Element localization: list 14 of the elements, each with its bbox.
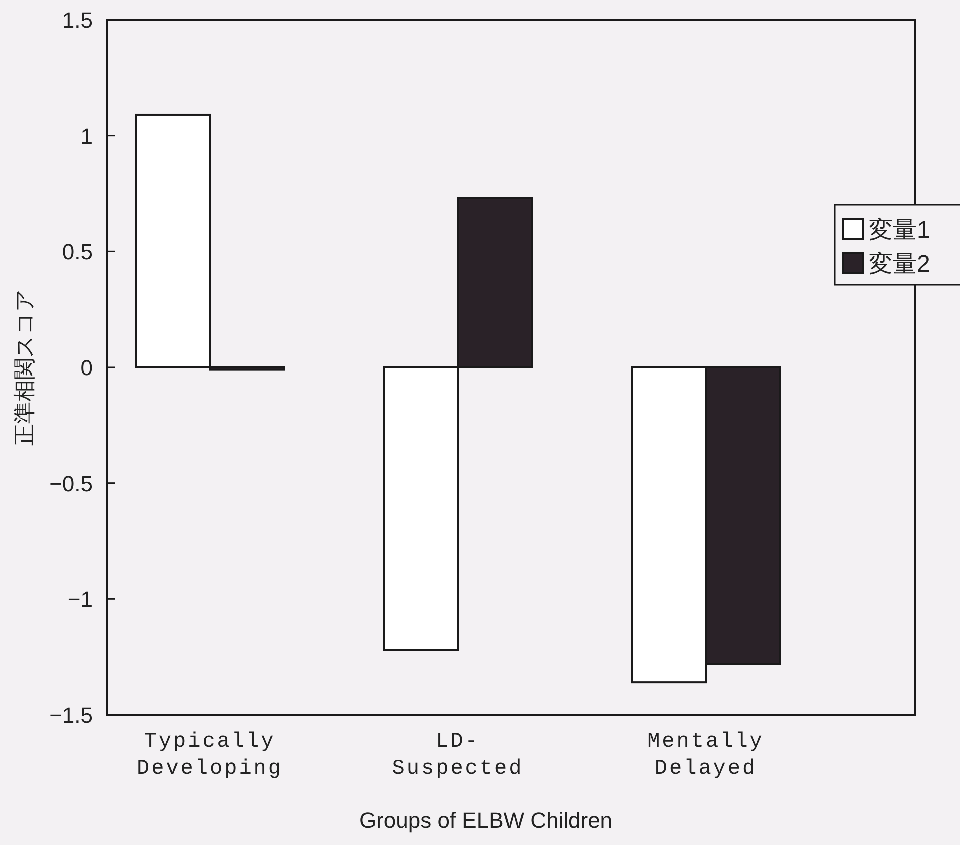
x-tick-label: Typically Developing xyxy=(136,731,284,781)
y-tick-label: 1.5 xyxy=(62,8,93,33)
y-tick-label: −0.5 xyxy=(50,471,93,496)
legend-label: 変量2 xyxy=(869,251,930,278)
y-axis-title: 正準相関スコア xyxy=(12,289,37,446)
x-tick-label: Mentally Delayed xyxy=(648,731,764,781)
y-tick-label: −1 xyxy=(68,587,93,612)
x-tick-label: LD-Suspected xyxy=(392,731,524,781)
x-axis-title: Groups of ELBW Children xyxy=(359,808,613,833)
y-tick-label: 0.5 xyxy=(62,240,93,265)
legend-label: 変量1 xyxy=(869,217,930,244)
y-tick-label: 1 xyxy=(80,124,93,149)
y-tick-label: 0 xyxy=(80,356,93,380)
y-tick-label: −1.5 xyxy=(50,703,93,728)
